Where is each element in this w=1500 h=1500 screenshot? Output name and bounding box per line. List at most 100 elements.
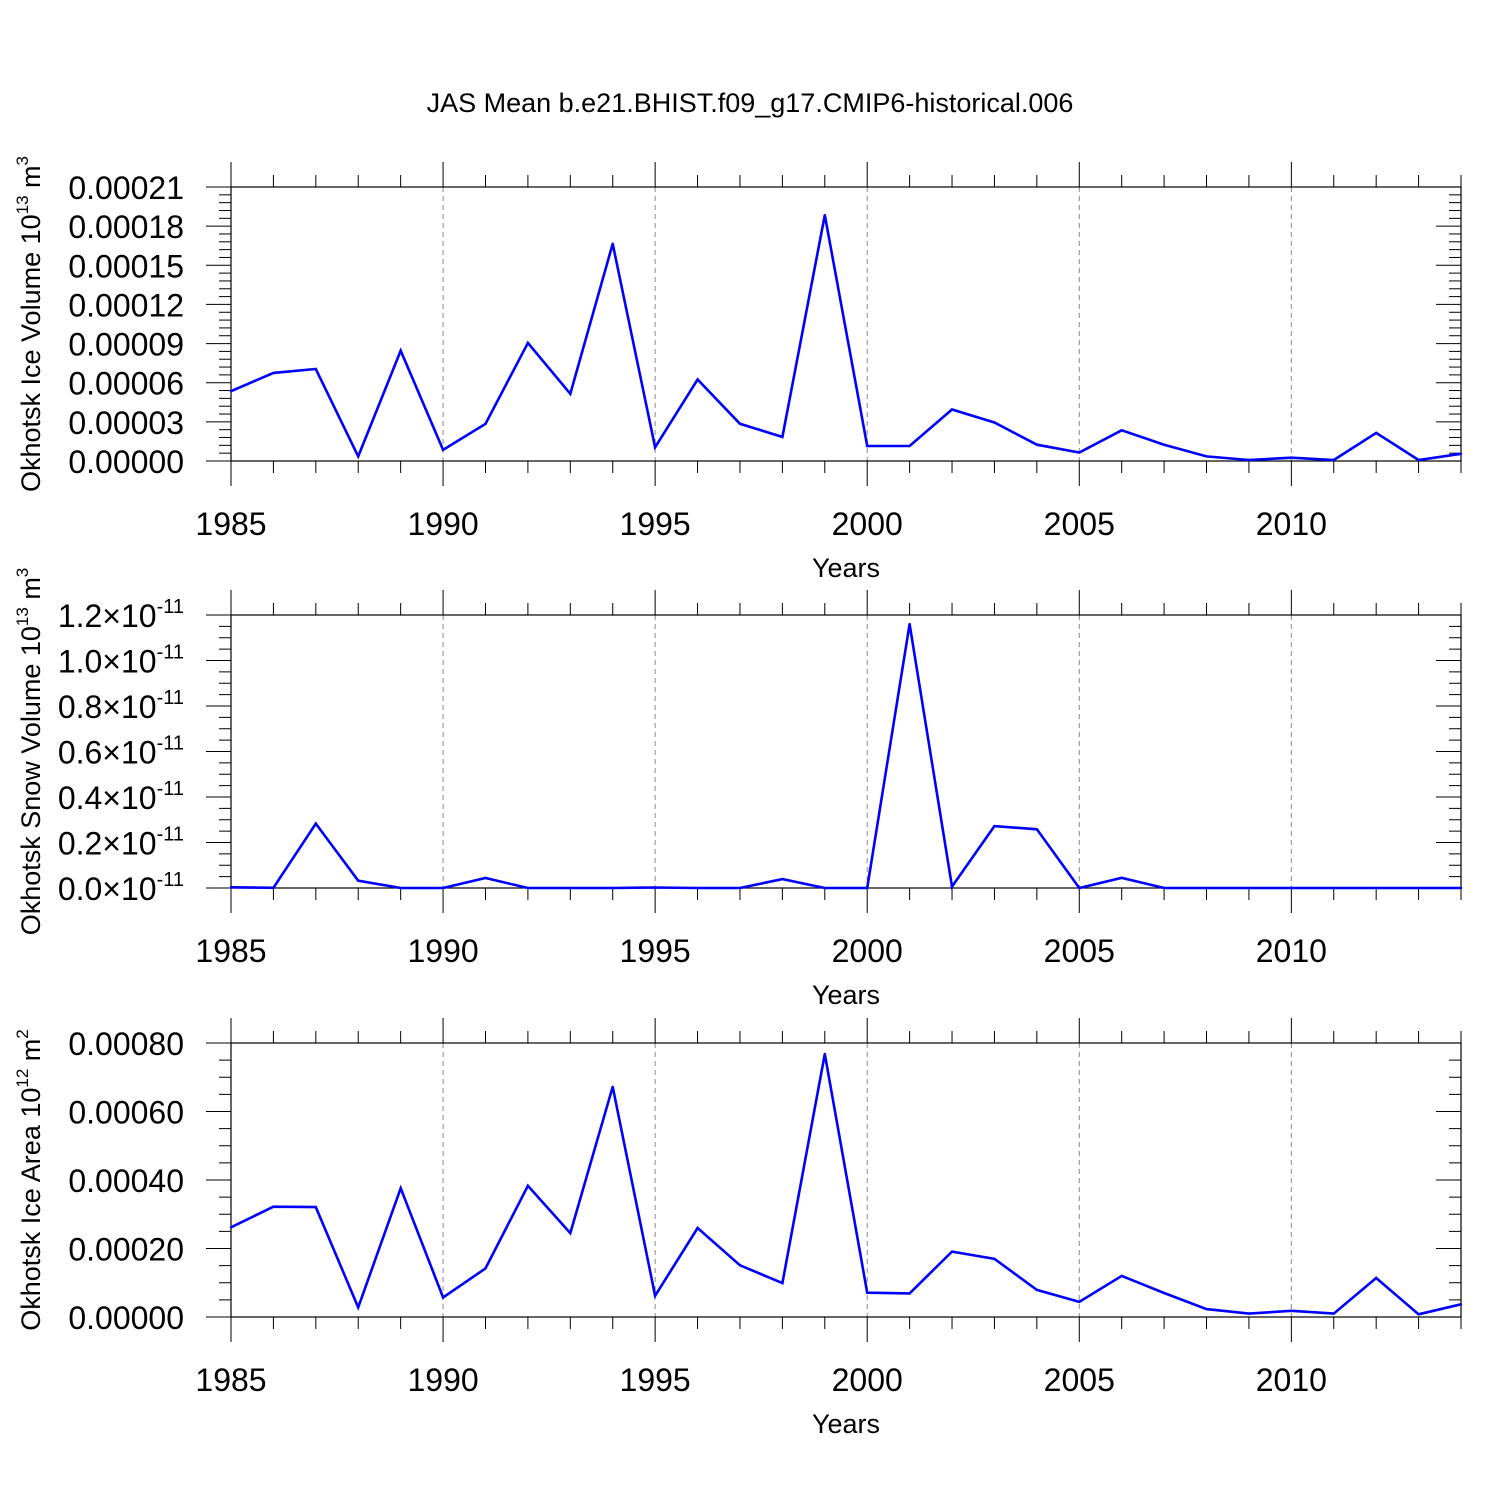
y-axis-label: Okhotsk Ice Area 1012 m2 bbox=[13, 1029, 46, 1331]
y-tick-value: 0.00021 bbox=[68, 170, 184, 206]
x-tick-label: 1985 bbox=[195, 1362, 266, 1398]
data-point bbox=[526, 341, 530, 345]
y-tick-label: 0.00000 bbox=[68, 444, 184, 480]
data-point bbox=[1332, 458, 1335, 462]
x-tick-label: 1990 bbox=[407, 506, 478, 542]
y-tick-value: 0.00015 bbox=[68, 248, 184, 284]
data-point bbox=[1078, 1300, 1081, 1304]
data-point bbox=[1078, 886, 1081, 890]
y-tick-label: 0.00006 bbox=[68, 366, 184, 402]
y-label-ylabel-unit-exp: 2 bbox=[13, 1029, 32, 1038]
y-tick-label: 0.4×10-11 bbox=[58, 778, 184, 816]
data-point bbox=[653, 886, 657, 889]
y-label-ylabel-text: Okhotsk Snow Volume 10 bbox=[16, 626, 46, 935]
data-point bbox=[738, 422, 742, 426]
data-point bbox=[738, 1264, 742, 1267]
data-point bbox=[823, 886, 826, 890]
chart-panel-3: 1985 1990 1995 2000 2005 2010 Years 0.00000 0.00… bbox=[13, 1018, 1463, 1439]
data-point bbox=[484, 422, 487, 426]
data-point bbox=[823, 1052, 826, 1056]
plot-frame bbox=[230, 186, 1462, 462]
data-point bbox=[653, 1294, 657, 1297]
y-axis-label: Okhotsk Snow Volume 1013 m3 bbox=[13, 568, 46, 936]
data-point bbox=[1332, 1312, 1335, 1315]
data-point bbox=[696, 886, 699, 890]
data-point bbox=[1205, 1307, 1208, 1311]
chart-panel-2: 1985 1990 1995 2000 2005 2010Years0.0×10-110.… bbox=[13, 568, 1463, 1010]
data-point bbox=[1035, 828, 1039, 831]
x-tick-label: 2000 bbox=[832, 933, 903, 969]
data-point bbox=[229, 1226, 233, 1229]
y-tick-label: 0.00003 bbox=[68, 405, 184, 441]
data-point bbox=[526, 886, 530, 890]
data-point bbox=[1247, 886, 1251, 890]
series-line bbox=[230, 1053, 1462, 1316]
y-tick-value: 0.00060 bbox=[68, 1095, 184, 1131]
data-point bbox=[357, 455, 360, 458]
data-point bbox=[1417, 1313, 1420, 1316]
y-tick-exponent: -11 bbox=[157, 778, 184, 800]
data-point bbox=[950, 408, 954, 411]
y-tick-value: 1.0×10 bbox=[58, 644, 157, 680]
data-point bbox=[781, 435, 784, 439]
data-point bbox=[526, 1184, 530, 1188]
y-tick-value: 0.00040 bbox=[68, 1163, 184, 1199]
chart-panel-1: 1985 1990 1995 2000 2005 2010Years0.000000.00… bbox=[13, 156, 1463, 583]
y-label-ylabel-exp: 13 bbox=[13, 607, 32, 626]
data-point bbox=[611, 242, 614, 245]
data-point bbox=[1120, 876, 1123, 879]
y-label-ylabel-exp: 12 bbox=[13, 1069, 32, 1088]
x-tick-label: 1990 bbox=[407, 933, 478, 969]
data-point bbox=[569, 886, 572, 890]
data-point bbox=[611, 1085, 614, 1089]
y-tick-label: 0.2×10-11 bbox=[58, 824, 184, 862]
x-axis-label: Years bbox=[812, 980, 880, 1010]
data-point bbox=[866, 444, 869, 448]
y-tick-label: 0.0×10-11 bbox=[58, 869, 184, 907]
y-label-ylabel-exp: 13 bbox=[13, 195, 32, 214]
data-point bbox=[1120, 1274, 1123, 1278]
x-tick-label: 1995 bbox=[620, 1362, 691, 1398]
data-point bbox=[314, 1205, 318, 1209]
y-tick-value: 0.00006 bbox=[68, 366, 184, 402]
y-label-ylabel-unit: m bbox=[16, 165, 46, 195]
y-tick-label: 1.2×10-11 bbox=[58, 596, 184, 634]
data-point bbox=[1374, 886, 1378, 890]
y-tick-label: 0.00012 bbox=[68, 287, 184, 323]
y-tick-exponent: -11 bbox=[157, 596, 184, 618]
data-point bbox=[993, 1257, 996, 1260]
y-tick-value: 0.2×10 bbox=[58, 826, 157, 862]
data-point bbox=[569, 1231, 572, 1235]
data-point bbox=[1035, 443, 1039, 446]
y-label-ylabel-unit: m bbox=[16, 1039, 46, 1069]
x-tick-label: 2000 bbox=[832, 506, 903, 542]
data-point bbox=[781, 1281, 784, 1285]
y-tick-value: 0.00018 bbox=[68, 209, 184, 245]
data-point bbox=[1290, 456, 1293, 459]
x-tick-label: 2000 bbox=[832, 1362, 903, 1398]
data-point bbox=[1162, 443, 1166, 446]
y-tick-value: 0.00000 bbox=[68, 444, 184, 480]
data-point bbox=[272, 1205, 275, 1208]
y-tick-label: 0.00040 bbox=[68, 1163, 184, 1199]
x-tick-label: 2010 bbox=[1256, 933, 1327, 969]
data-point bbox=[1417, 886, 1420, 890]
data-point bbox=[866, 886, 869, 890]
data-point bbox=[993, 421, 996, 424]
x-tick-label: 1990 bbox=[407, 1362, 478, 1398]
y-tick-exponent: -11 bbox=[157, 687, 184, 709]
data-point bbox=[611, 886, 614, 890]
x-tick-label: 2010 bbox=[1256, 506, 1327, 542]
data-point bbox=[738, 886, 742, 890]
data-point bbox=[993, 824, 996, 828]
figure-title: JAS Mean b.e21.BHIST.f09_g17.CMIP6-histo… bbox=[427, 88, 1074, 118]
y-tick-exponent: -11 bbox=[157, 869, 184, 891]
data-point bbox=[272, 371, 275, 375]
data-point bbox=[357, 1306, 360, 1309]
y-tick-value: 0.00009 bbox=[68, 327, 184, 363]
data-point bbox=[1290, 886, 1293, 890]
y-tick-label: 0.00021 bbox=[68, 170, 184, 206]
y-label-ylabel-text: Okhotsk Ice Area 10 bbox=[16, 1088, 46, 1331]
data-point bbox=[908, 622, 911, 626]
